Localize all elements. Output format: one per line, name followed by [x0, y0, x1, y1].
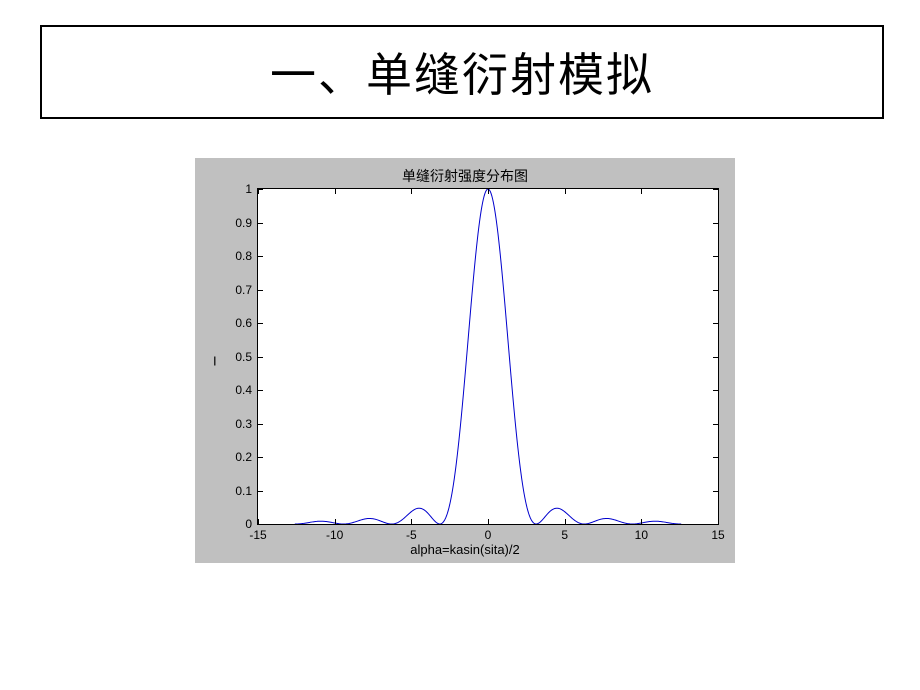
y-tick-mark	[258, 223, 263, 224]
y-tick-mark	[713, 457, 718, 458]
y-tick-mark	[258, 424, 263, 425]
sinc-curve	[295, 189, 681, 524]
title-box: 一、单缝衍射模拟	[40, 25, 884, 119]
x-tick-mark	[335, 519, 336, 524]
y-tick-mark	[258, 524, 263, 525]
x-tick-mark	[411, 519, 412, 524]
y-tick-label: 0.3	[222, 417, 252, 431]
y-tick-mark	[258, 457, 263, 458]
x-tick-mark	[335, 189, 336, 194]
x-tick-label: 5	[550, 528, 580, 542]
y-tick-label: 0.2	[222, 450, 252, 464]
x-tick-mark	[718, 189, 719, 194]
y-tick-mark	[713, 357, 718, 358]
x-tick-mark	[258, 519, 259, 524]
y-tick-mark	[713, 390, 718, 391]
y-tick-mark	[713, 223, 718, 224]
y-tick-label: 1	[222, 182, 252, 196]
x-tick-mark	[718, 519, 719, 524]
y-tick-mark	[713, 290, 718, 291]
y-tick-mark	[713, 424, 718, 425]
y-axis-label: I	[213, 353, 217, 368]
y-tick-label: 0.4	[222, 383, 252, 397]
y-tick-mark	[713, 256, 718, 257]
x-tick-mark	[258, 189, 259, 194]
x-tick-label: -10	[320, 528, 350, 542]
x-tick-mark	[411, 189, 412, 194]
diffraction-curve	[258, 189, 718, 524]
x-tick-mark	[641, 189, 642, 194]
x-axis-label: alpha=kasin(sita)/2	[195, 542, 735, 557]
chart-title: 单缝衍射强度分布图	[195, 166, 735, 186]
y-tick-mark	[713, 323, 718, 324]
y-tick-mark	[258, 390, 263, 391]
y-tick-label: 0.8	[222, 249, 252, 263]
y-tick-mark	[258, 256, 263, 257]
plot-area: 00.10.20.30.40.50.60.70.80.91-15-10-5051…	[257, 188, 719, 525]
y-tick-mark	[258, 357, 263, 358]
y-tick-label: 0.9	[222, 216, 252, 230]
x-tick-mark	[565, 189, 566, 194]
page-title: 一、单缝衍射模拟	[270, 39, 654, 105]
x-tick-mark	[488, 189, 489, 194]
y-tick-label: 0.5	[222, 350, 252, 364]
y-tick-label: 0.1	[222, 484, 252, 498]
x-tick-mark	[641, 519, 642, 524]
x-tick-label: 10	[626, 528, 656, 542]
x-tick-label: 0	[473, 528, 503, 542]
x-tick-label: -5	[396, 528, 426, 542]
y-tick-mark	[258, 290, 263, 291]
y-tick-mark	[713, 524, 718, 525]
x-tick-mark	[488, 519, 489, 524]
y-tick-mark	[713, 491, 718, 492]
y-tick-mark	[258, 323, 263, 324]
x-tick-label: 15	[703, 528, 733, 542]
y-tick-label: 0.7	[222, 283, 252, 297]
y-tick-label: 0.6	[222, 316, 252, 330]
figure-container: 单缝衍射强度分布图 I alpha=kasin(sita)/2 00.10.20…	[195, 158, 735, 563]
x-tick-mark	[565, 519, 566, 524]
y-tick-mark	[258, 491, 263, 492]
x-tick-label: -15	[243, 528, 273, 542]
